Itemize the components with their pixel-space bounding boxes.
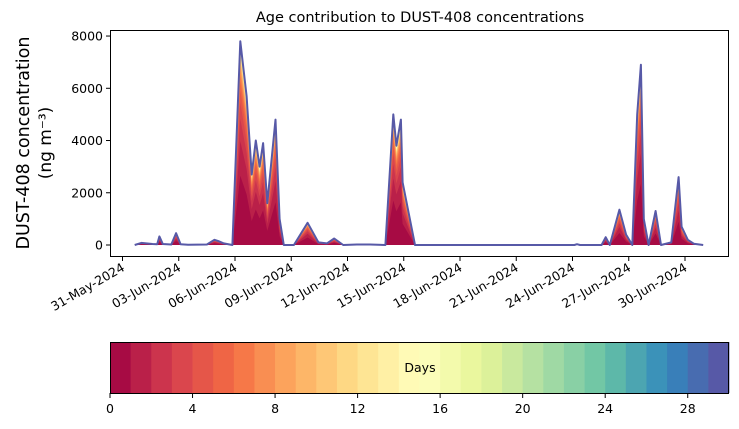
chart-title: Age contribution to DUST-408 concentrati… [256,10,584,26]
colorbar-bin-13 [378,342,400,393]
colorbar-bin-22 [563,342,585,393]
colorbar-bin-11 [336,342,358,393]
colorbar-tick-label: 4 [189,401,197,416]
colorbar-bin-7 [254,342,276,393]
colorbar-bin-16 [440,342,462,393]
colorbar: 0 4 8 12 16 20 24 28 [106,342,730,416]
colorbar-bin-15 [419,342,441,393]
colorbar-bin-18 [481,342,503,393]
y-axis-label-line1: DUST-408 concentration [14,37,34,250]
colorbar-bin-19 [502,342,524,393]
plot-area [134,40,704,246]
colorbar-tick-label: 8 [271,401,279,416]
colorbar-bin-29 [708,342,730,393]
colorbar-tick-label: 16 [432,401,448,416]
colorbar-bin-0 [110,342,132,393]
colorbar-bin-17 [460,342,482,393]
colorbar-tick-label: 24 [597,401,613,416]
colorbar-bin-5 [213,342,235,393]
colorbar-bin-24 [605,342,627,393]
y-tick-label: 8000 [71,29,103,44]
colorbar-bin-9 [295,342,317,393]
colorbar-bin-8 [275,342,297,393]
colorbar-bin-26 [646,342,668,393]
y-tick-label: 4000 [71,133,103,148]
y-tick-label: 0 [95,238,103,253]
colorbar-bin-23 [584,342,606,393]
y-tick-label: 6000 [71,81,103,96]
age-layer-day-0 [134,175,704,245]
axes-frame [110,30,729,257]
colorbar-bin-25 [625,342,647,393]
colorbar-tick-label: 20 [515,401,531,416]
colorbar-tick-label: 28 [680,401,696,416]
colorbar-bin-21 [543,342,565,393]
colorbar-frame [110,342,729,394]
colorbar-bin-10 [316,342,338,393]
y-axis-label-line2: (ng m⁻³) [36,107,56,180]
colorbar-bin-12 [357,342,379,393]
colorbar-bin-2 [151,342,173,393]
colorbar-bin-4 [192,342,214,393]
colorbar-tick-label: 12 [350,401,366,416]
colorbar-bin-20 [522,342,544,393]
y-axis: 0 2000 4000 6000 8000 [71,29,111,253]
total-concentration-line [134,40,704,246]
colorbar-label: Days [404,360,435,375]
colorbar-bin-1 [130,342,152,393]
y-tick-label: 2000 [71,185,103,200]
colorbar-tick-label: 0 [106,401,114,416]
colorbar-bin-3 [171,342,193,393]
colorbar-bin-14 [398,342,420,393]
x-axis: 31-May-202403-Jun-202406-Jun-202409-Jun-… [48,256,690,314]
colorbar-bin-6 [233,342,255,393]
colorbar-bin-28 [687,342,709,393]
colorbar-bin-27 [667,342,689,393]
